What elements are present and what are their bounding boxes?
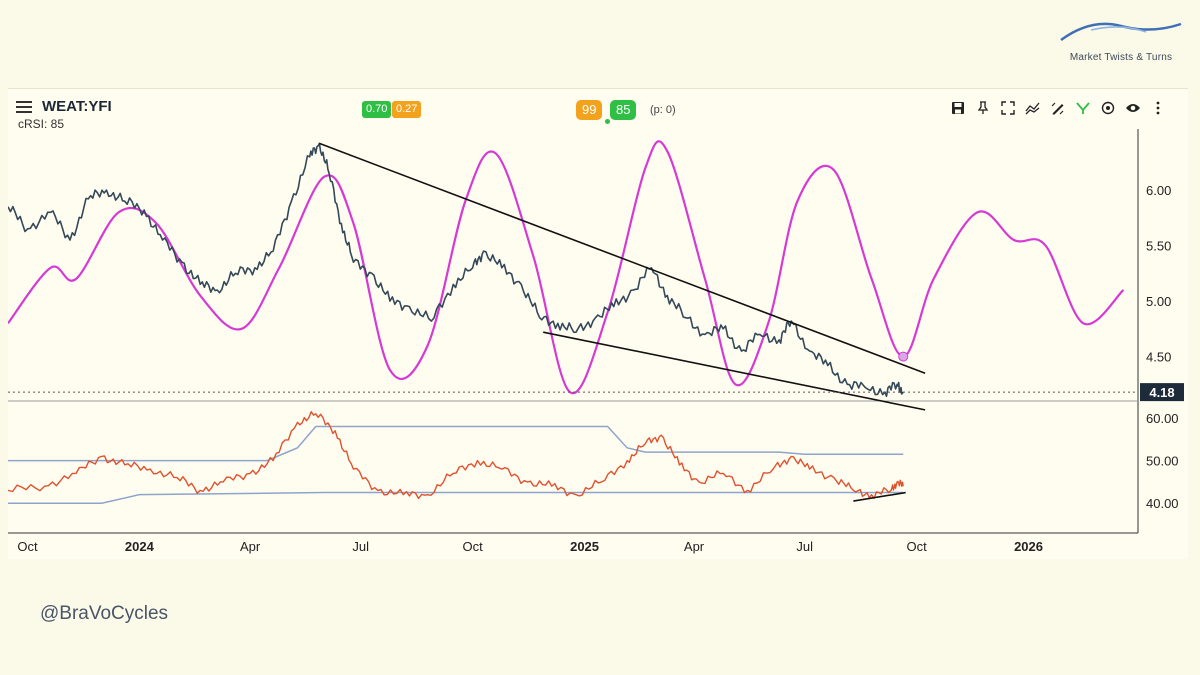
x-tick-label: Oct bbox=[17, 539, 38, 554]
x-tick-label: 2025 bbox=[570, 539, 599, 554]
target-icon[interactable] bbox=[1100, 100, 1116, 116]
y-tick-label: 6.00 bbox=[1146, 183, 1171, 198]
crsi-line bbox=[8, 411, 904, 500]
band-lower bbox=[8, 491, 904, 504]
cycle-marker bbox=[898, 351, 909, 362]
menu-icon[interactable] bbox=[16, 101, 32, 115]
cycle-line bbox=[8, 140, 1125, 395]
last-price-tag bbox=[1140, 383, 1184, 402]
symbol-label[interactable]: WEAT:YFI bbox=[42, 98, 112, 115]
trendline-upper bbox=[319, 142, 926, 374]
chart-panel[interactable]: WEAT:YFI cRSI: 85 0.70 0.27 99 85 (p: 0) bbox=[8, 88, 1188, 559]
chart-toolbar bbox=[950, 100, 1166, 116]
last-price-label: 4.18 bbox=[1149, 385, 1174, 400]
value-badge: 0.70 bbox=[362, 101, 392, 118]
brand-logo: Market Twists & Turns bbox=[1056, 10, 1186, 63]
indicator-y-tick-label: 60.00 bbox=[1146, 411, 1179, 426]
indicator-y-tick-label: 50.00 bbox=[1146, 454, 1179, 469]
p-label: (p: 0) bbox=[650, 104, 676, 116]
chart-canvas[interactable]: 4.18 6.00 5.50 5.00 4.50 60.00 50.00 40.00 Oct 20… bbox=[8, 89, 1188, 559]
y-tick-label: 5.50 bbox=[1146, 239, 1171, 254]
indicator-label: cRSI: 85 bbox=[18, 117, 65, 131]
x-tick-label: Jul bbox=[796, 539, 813, 554]
more-icon[interactable] bbox=[1150, 100, 1166, 116]
author-handle: @BraVoCycles bbox=[40, 603, 169, 624]
x-tick-label: Oct bbox=[907, 539, 928, 554]
y-tick-label: 5.00 bbox=[1146, 294, 1171, 309]
indicator-icon[interactable] bbox=[1075, 100, 1091, 116]
value-badge: 0.27 bbox=[392, 101, 422, 118]
indicator-y-tick-label: 40.00 bbox=[1146, 496, 1179, 511]
x-tick-label: Apr bbox=[684, 539, 705, 554]
status-dot-icon bbox=[605, 119, 610, 124]
wave-logo-icon bbox=[1060, 22, 1182, 42]
score-badge: 85 bbox=[610, 100, 637, 120]
pin-icon[interactable] bbox=[975, 100, 991, 116]
chart-header: WEAT:YFI cRSI: 85 0.70 0.27 99 85 (p: 0) bbox=[8, 89, 1188, 131]
save-icon[interactable] bbox=[950, 100, 966, 116]
y-tick-label: 4.50 bbox=[1146, 350, 1171, 365]
fullscreen-icon[interactable] bbox=[1000, 100, 1016, 116]
compare-icon[interactable] bbox=[1025, 100, 1041, 116]
x-tick-label: 2024 bbox=[125, 539, 155, 554]
draw-icon[interactable] bbox=[1050, 100, 1066, 116]
price-line bbox=[8, 142, 904, 398]
trendline-lower bbox=[543, 331, 926, 411]
x-tick-label: Apr bbox=[240, 539, 261, 554]
x-tick-label: 2026 bbox=[1014, 539, 1043, 554]
x-tick-label: Jul bbox=[352, 539, 369, 554]
score-badge: 99 bbox=[576, 100, 603, 120]
crsi-trendline bbox=[853, 491, 906, 502]
x-tick-label: Oct bbox=[463, 539, 484, 554]
band-upper bbox=[8, 425, 904, 462]
brand-name: Market Twists & Turns bbox=[1069, 52, 1173, 63]
eye-icon[interactable] bbox=[1125, 100, 1141, 116]
